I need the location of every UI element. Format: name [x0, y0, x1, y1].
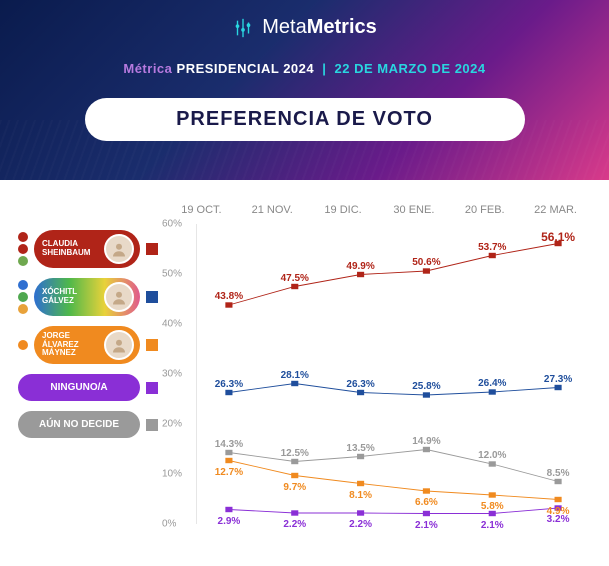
line-chart-svg: [196, 224, 591, 524]
data-label: 26.4%: [478, 378, 506, 389]
y-tick-label: 0%: [162, 519, 176, 530]
data-label: 2.2%: [349, 519, 372, 530]
y-tick-label: 50%: [162, 269, 182, 280]
data-label: 26.3%: [346, 379, 374, 390]
party-icons: [18, 340, 28, 350]
avatar: [104, 282, 134, 312]
legend-swatch: [146, 419, 158, 431]
subtitle: Métrica PRESIDENCIAL 2024 | 22 DE MARZO …: [0, 61, 609, 76]
data-label: 26.3%: [215, 379, 243, 390]
brand-icon: [232, 17, 254, 39]
data-label: 53.7%: [478, 242, 506, 253]
legend: CLAUDIA SHEINBAUM XÓCHITL GÁLVEZ JORGE ÁLV…: [18, 204, 158, 524]
legend-pill: CLAUDIA SHEINBAUM: [34, 230, 140, 268]
x-axis-labels: 19 OCT.21 NOV.19 DIC.30 ENE.20 FEB.22 MA…: [166, 204, 591, 216]
y-tick-label: 60%: [162, 219, 182, 230]
data-label: 13.5%: [346, 443, 374, 454]
y-tick-label: 40%: [162, 319, 182, 330]
plot: 0%10%20%30%40%50%60%43.8%47.5%49.9%50.6%…: [166, 224, 591, 524]
avatar: [104, 330, 134, 360]
data-label: 2.2%: [283, 519, 306, 530]
party-icons: [18, 280, 28, 314]
legend-swatch: [146, 382, 158, 394]
header-banner: MetaMetrics Métrica PRESIDENCIAL 2024 | …: [0, 0, 609, 180]
data-label: 8.5%: [547, 468, 570, 479]
data-label: 12.5%: [281, 448, 309, 459]
data-label: 28.1%: [281, 370, 309, 381]
data-label: 14.9%: [412, 436, 440, 447]
data-label: 5.8%: [481, 501, 504, 512]
legend-item-galvez: XÓCHITL GÁLVEZ: [18, 278, 158, 316]
data-label: 50.6%: [412, 257, 440, 268]
legend-pill: AÚN NO DECIDE: [18, 411, 140, 438]
legend-swatch: [146, 291, 158, 303]
data-label: 8.1%: [349, 490, 372, 501]
legend-item-undecided: AÚN NO DECIDE: [18, 411, 158, 438]
chart-area: 19 OCT.21 NOV.19 DIC.30 ENE.20 FEB.22 MA…: [166, 204, 591, 524]
candidate-name: CLAUDIA SHEINBAUM: [42, 240, 98, 258]
x-tick-label: 22 MAR.: [520, 204, 591, 216]
x-tick-label: 19 DIC.: [308, 204, 379, 216]
data-label: 47.5%: [281, 273, 309, 284]
legend-swatch: [146, 339, 158, 351]
avatar: [104, 234, 134, 264]
brand-name: MetaMetrics: [262, 16, 377, 39]
x-tick-label: 19 OCT.: [166, 204, 237, 216]
data-label: 3.2%: [547, 514, 570, 525]
legend-item-sheinbaum: CLAUDIA SHEINBAUM: [18, 230, 158, 268]
legend-item-ninguno: NINGUNO/A: [18, 374, 158, 401]
y-tick-label: 30%: [162, 369, 182, 380]
data-label: 2.9%: [218, 516, 241, 527]
data-label: 43.8%: [215, 291, 243, 302]
candidate-name: XÓCHITL GÁLVEZ: [42, 288, 98, 306]
data-label: 14.3%: [215, 439, 243, 450]
data-label: 27.3%: [544, 374, 572, 385]
chart-title: PREFERENCIA DE VOTO: [85, 98, 525, 141]
x-tick-label: 30 ENE.: [378, 204, 449, 216]
data-label: 56.1%: [541, 230, 575, 244]
legend-pill: XÓCHITL GÁLVEZ: [34, 278, 140, 316]
data-label: 2.1%: [481, 520, 504, 531]
chart-container: CLAUDIA SHEINBAUM XÓCHITL GÁLVEZ JORGE ÁLV…: [0, 180, 609, 536]
x-tick-label: 21 NOV.: [237, 204, 308, 216]
data-label: 12.0%: [478, 450, 506, 461]
y-tick-label: 10%: [162, 469, 182, 480]
legend-pill: JORGE ÁLVAREZ MÁYNEZ: [34, 326, 140, 364]
y-tick-label: 20%: [162, 419, 182, 430]
data-label: 9.7%: [283, 482, 306, 493]
data-label: 25.8%: [412, 381, 440, 392]
legend-swatch: [146, 243, 158, 255]
legend-pill: NINGUNO/A: [18, 374, 140, 401]
data-label: 6.6%: [415, 497, 438, 508]
candidate-name: JORGE ÁLVAREZ MÁYNEZ: [42, 332, 98, 358]
party-icons: [18, 232, 28, 266]
data-label: 2.1%: [415, 520, 438, 531]
legend-item-maynez: JORGE ÁLVAREZ MÁYNEZ: [18, 326, 158, 364]
data-label: 12.7%: [215, 467, 243, 478]
data-label: 49.9%: [346, 261, 374, 272]
brand: MetaMetrics: [0, 0, 609, 39]
x-tick-label: 20 FEB.: [449, 204, 520, 216]
